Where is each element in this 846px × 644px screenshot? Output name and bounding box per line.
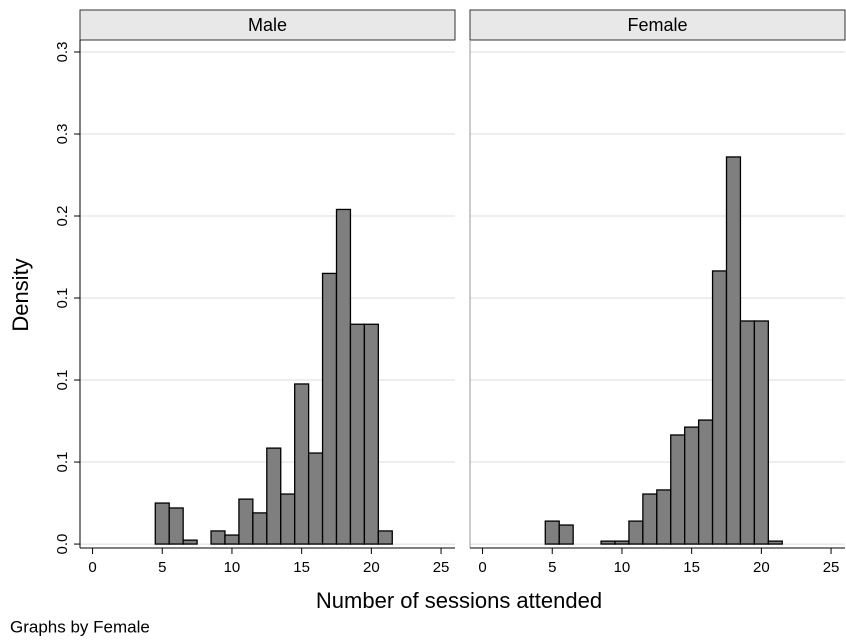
bar xyxy=(252,512,268,545)
bar xyxy=(642,493,658,545)
bar xyxy=(238,498,254,545)
x-axis-label: Number of sessions attended xyxy=(316,588,602,613)
bar xyxy=(335,208,352,545)
y-tick-label: 0.1 xyxy=(54,452,71,473)
bar xyxy=(154,502,170,545)
bar xyxy=(697,419,714,545)
x-tick-label: 10 xyxy=(614,559,631,576)
bar xyxy=(544,520,560,545)
bar xyxy=(294,383,310,545)
bar xyxy=(224,534,240,545)
bar xyxy=(377,530,393,545)
y-tick-label: 0.1 xyxy=(54,288,71,309)
bar xyxy=(670,434,686,545)
x-tick-label: 20 xyxy=(753,559,770,576)
bar xyxy=(628,520,644,545)
x-tick-label: 25 xyxy=(823,559,840,576)
x-tick-label: 10 xyxy=(224,559,241,576)
bar xyxy=(349,323,366,545)
bar xyxy=(266,447,282,545)
y-tick-label: 0.2 xyxy=(54,206,71,227)
bar xyxy=(210,530,226,545)
bar xyxy=(558,524,574,545)
bar xyxy=(711,270,728,545)
panel-title: Female xyxy=(627,15,687,35)
x-tick-label: 0 xyxy=(478,559,486,576)
bar xyxy=(363,323,379,545)
x-tick-label: 15 xyxy=(683,559,700,576)
bar xyxy=(307,452,324,545)
bar xyxy=(182,539,198,545)
x-tick-label: 5 xyxy=(548,559,556,576)
bar xyxy=(168,507,184,545)
x-tick-label: 15 xyxy=(293,559,310,576)
bar xyxy=(739,320,756,545)
bar xyxy=(614,540,630,545)
panel-header xyxy=(79,9,456,41)
y-tick-label: 0.3 xyxy=(54,124,71,145)
panel-header xyxy=(469,9,846,41)
bar xyxy=(656,489,672,545)
x-tick-label: 20 xyxy=(363,559,380,576)
x-tick-label: 0 xyxy=(88,559,96,576)
bar xyxy=(321,272,338,545)
bar xyxy=(753,320,769,545)
bar xyxy=(767,540,783,545)
bar xyxy=(684,426,700,545)
y-tick-label: 0.1 xyxy=(54,370,71,391)
x-tick-label: 25 xyxy=(433,559,450,576)
y-tick-label: 0.3 xyxy=(54,42,71,63)
panel-title: Male xyxy=(248,15,287,35)
bar xyxy=(600,540,616,545)
x-tick-label: 5 xyxy=(158,559,166,576)
y-tick-label: 0.0 xyxy=(54,534,71,555)
note: Graphs by Female xyxy=(10,617,150,636)
bar xyxy=(725,156,742,545)
y-axis-label: Density xyxy=(8,258,33,331)
bar xyxy=(280,493,296,545)
